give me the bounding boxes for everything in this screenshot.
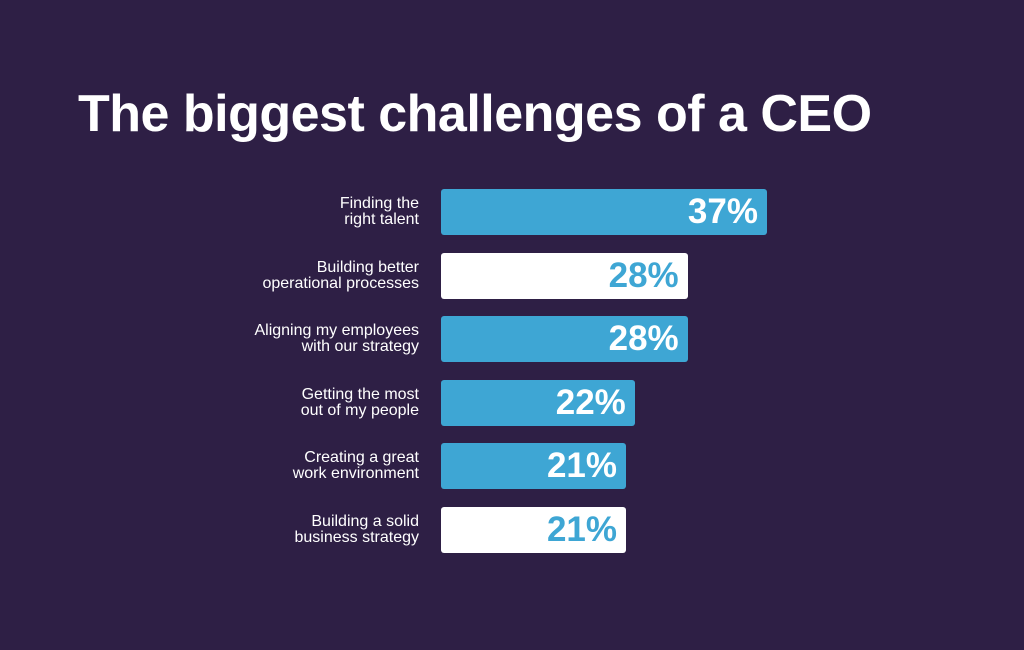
category-label: Aligning my employees with our strategy	[254, 322, 419, 356]
value-label: 21%	[546, 510, 617, 549]
value-label: 37%	[687, 192, 758, 231]
chart-title: The biggest challenges of a CEO	[78, 85, 872, 143]
value-label: 21%	[546, 446, 617, 486]
category-label: Getting the most out of my people	[300, 385, 419, 419]
value-label: 28%	[608, 255, 679, 295]
value-label: 22%	[555, 382, 626, 422]
value-label: 28%	[608, 319, 679, 359]
bar	[441, 379, 635, 426]
bar	[441, 316, 688, 363]
category-label: Building a solid business strategy	[294, 513, 419, 546]
bar	[441, 507, 626, 553]
bar	[441, 443, 626, 490]
category-label: Building better operational processes	[262, 258, 419, 292]
category-label: Finding the right talent	[339, 195, 419, 228]
bar	[441, 252, 688, 299]
bar	[441, 189, 767, 235]
category-label: Creating a great work environment	[292, 449, 419, 483]
